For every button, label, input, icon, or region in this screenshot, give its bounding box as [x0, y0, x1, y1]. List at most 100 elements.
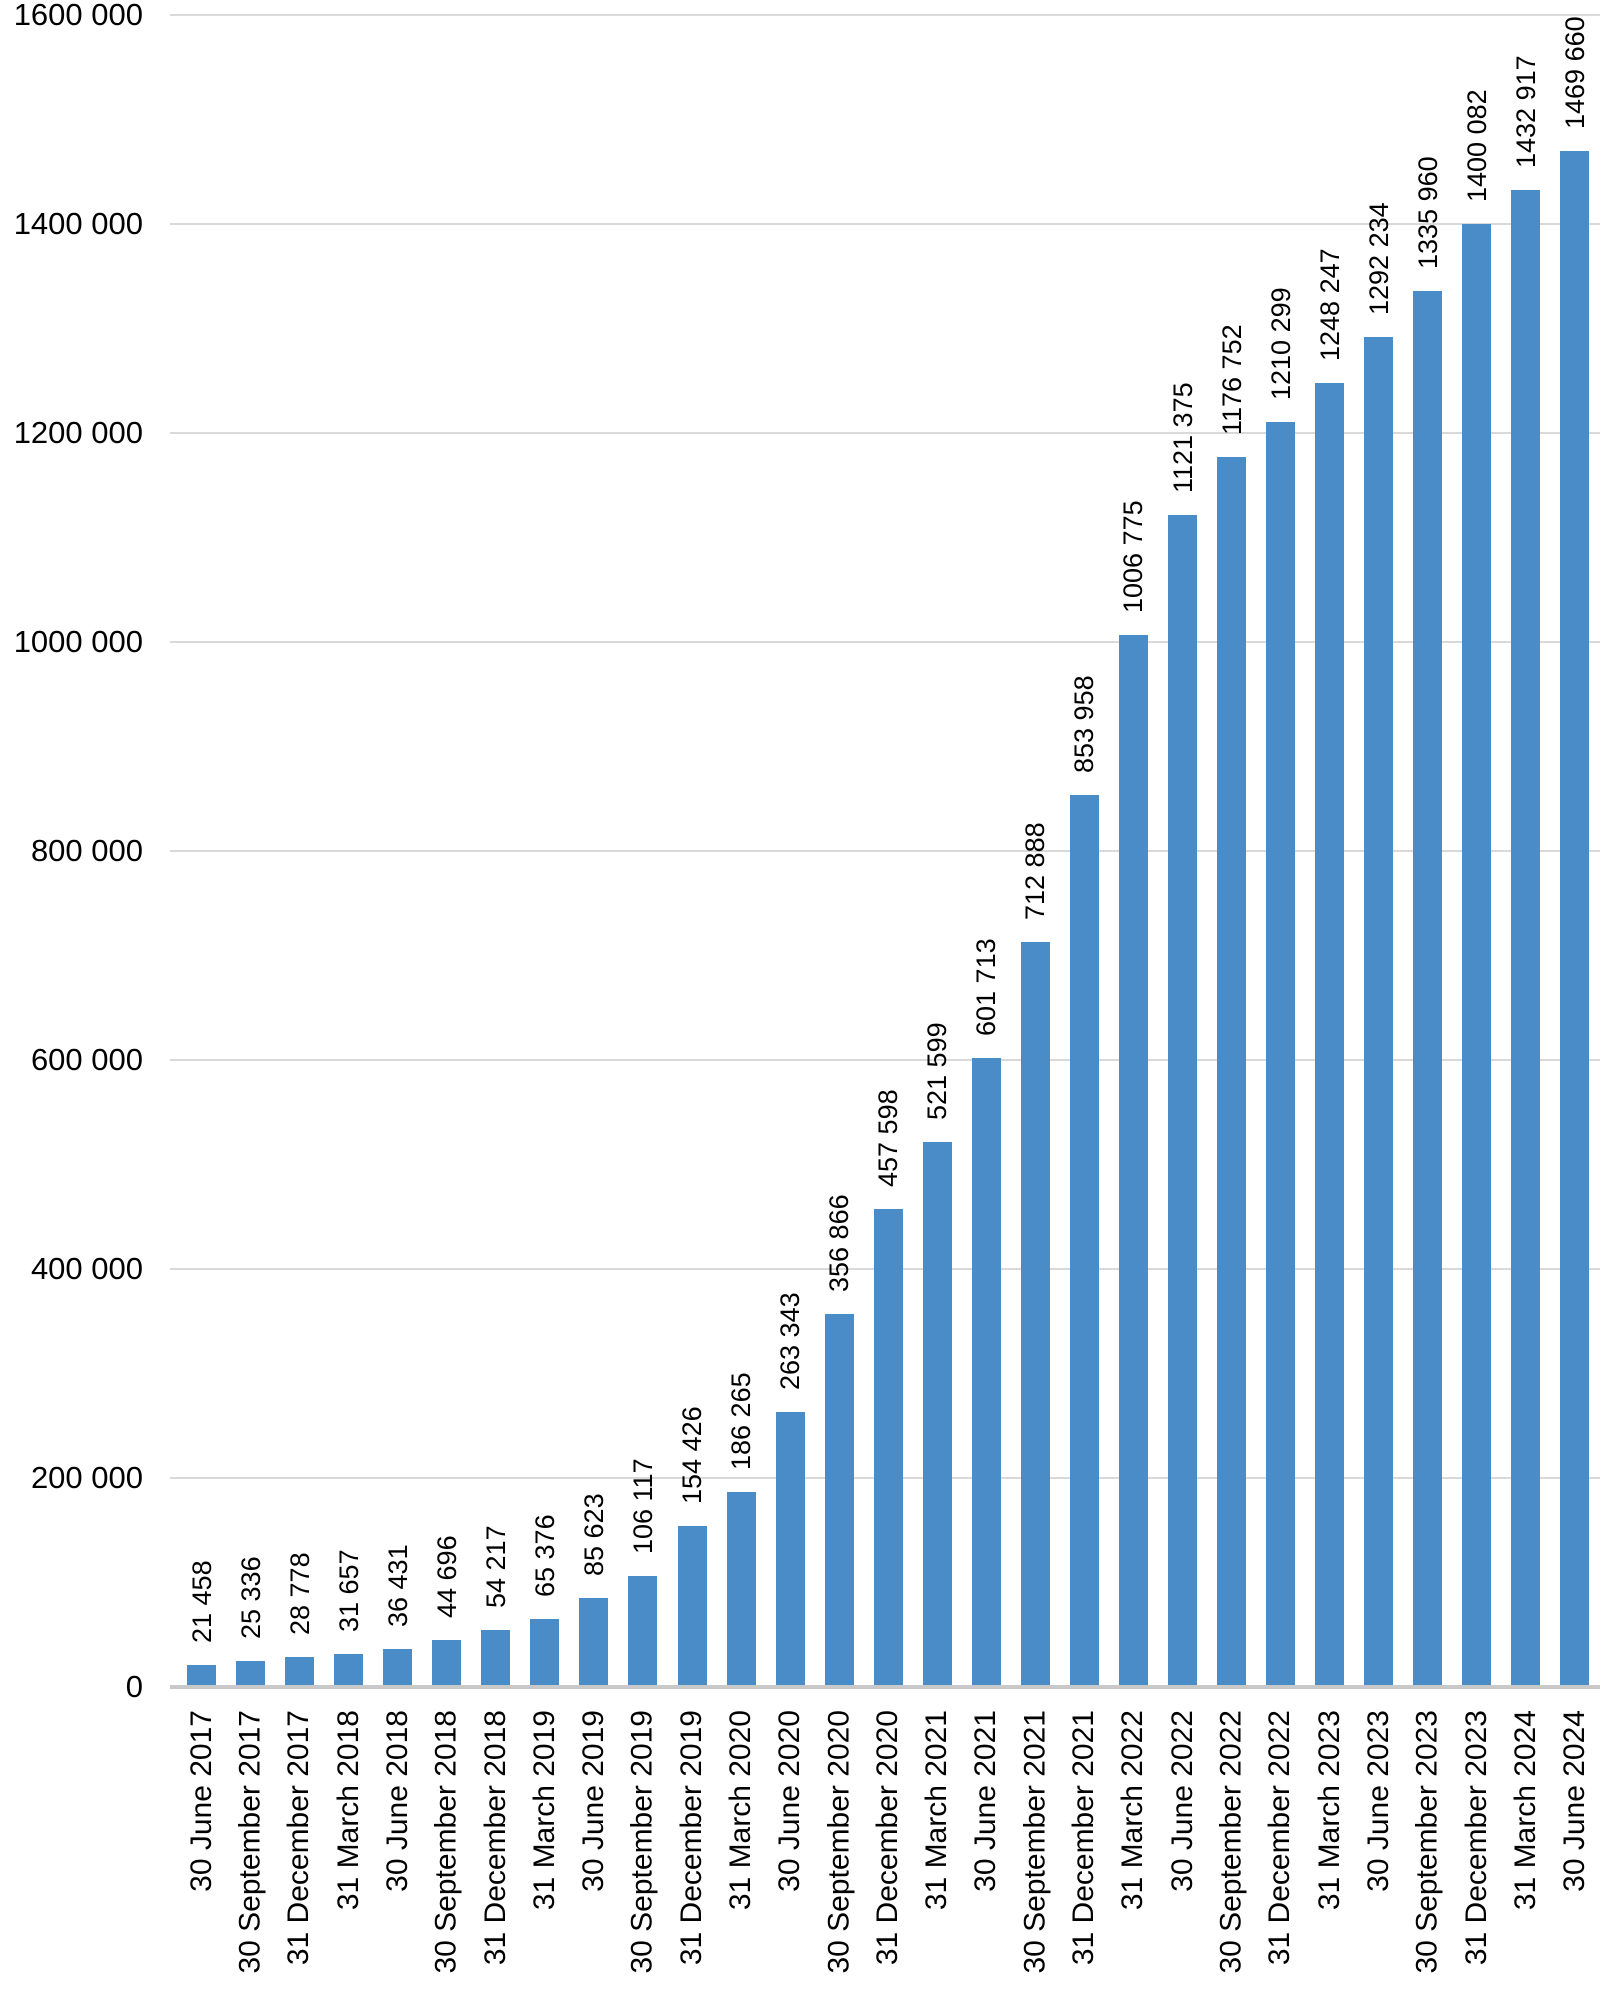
bar-value-label: 853 958: [1069, 675, 1100, 773]
x-axis-category-label: 31 March 2022: [1116, 1710, 1150, 1911]
x-axis-category-label: 30 June 2023: [1361, 1710, 1395, 1892]
y-axis-tick-label: 1000 000: [13, 624, 143, 659]
bar-value-label: 1248 247: [1314, 247, 1345, 361]
x-axis-category-label: 30 September 2021: [1018, 1710, 1052, 1974]
x-axis-category-label: 30 September 2023: [1410, 1710, 1444, 1974]
x-axis-category-label: 30 September 2020: [822, 1710, 856, 1974]
bar: [334, 1653, 364, 1687]
bar: [873, 1208, 903, 1687]
x-axis-category-label: 31 December 2022: [1263, 1710, 1297, 1966]
bar-value-label: 31 657: [333, 1549, 364, 1632]
x-axis-category-label: 30 September 2018: [429, 1710, 463, 1974]
bar-value-label: 356 866: [824, 1194, 855, 1293]
bar-value-label: 1432 917: [1510, 54, 1541, 168]
bar: [1217, 457, 1247, 1687]
bar: [1118, 634, 1148, 1687]
gridline: [170, 14, 1600, 16]
bar: [922, 1141, 952, 1687]
y-axis-tick-label: 1200 000: [13, 415, 143, 450]
bar-value-label: 457 598: [873, 1089, 904, 1187]
bar-value-label: 1335 960: [1412, 156, 1443, 269]
x-axis-category-label: 31 March 2023: [1312, 1710, 1346, 1911]
bar: [187, 1664, 216, 1687]
bar-value-label: 521 599: [922, 1022, 953, 1120]
bar: [579, 1597, 609, 1687]
x-axis-category-label: 30 September 2017: [233, 1710, 267, 1974]
x-axis-category-label: 30 June 2020: [773, 1710, 807, 1892]
x-axis-category-label: 31 December 2020: [871, 1710, 905, 1966]
bar: [530, 1618, 560, 1687]
bar-value-label: 1292 234: [1363, 201, 1394, 315]
x-axis-category-label: 31 March 2018: [331, 1710, 365, 1911]
bar-value-label: 65 376: [529, 1514, 560, 1597]
bar: [824, 1314, 854, 1687]
bar-value-label: 25 336: [235, 1555, 266, 1639]
bar-value-label: 712 888: [1020, 822, 1051, 921]
x-axis-category-label: 31 December 2019: [675, 1710, 708, 1966]
bar: [1315, 382, 1345, 1687]
bar: [1364, 336, 1394, 1687]
bar-value-label: 1006 775: [1118, 500, 1149, 613]
bar: [1069, 794, 1099, 1687]
bar: [1413, 290, 1443, 1687]
bar: [775, 1411, 805, 1687]
y-axis-tick-label: 0: [125, 1669, 143, 1704]
bar: [432, 1640, 462, 1687]
gridline: [170, 1059, 1600, 1061]
x-axis-category-label: 31 March 2024: [1508, 1710, 1542, 1911]
gridline: [170, 850, 1600, 852]
x-axis-category-label: 31 December 2017: [282, 1710, 316, 1966]
bar: [1168, 515, 1197, 1687]
gridline: [170, 641, 1600, 643]
x-axis-category-label: 30 June 2018: [380, 1710, 414, 1892]
bar: [1560, 151, 1590, 1687]
bar-value-label: 85 623: [578, 1492, 609, 1576]
x-axis-category-label: 31 December 2018: [478, 1710, 512, 1966]
x-axis-category-label: 31 December 2021: [1067, 1710, 1101, 1966]
x-axis-line: [170, 1685, 1600, 1689]
bar-value-label: 154 426: [677, 1406, 707, 1504]
bar: [1511, 189, 1541, 1687]
bar-value-label: 106 117: [627, 1458, 658, 1555]
bar-value-label: 601 713: [971, 938, 1002, 1037]
gridline: [170, 432, 1600, 434]
bar: [677, 1525, 707, 1687]
y-axis-tick-label: 1600 000: [13, 0, 143, 32]
bar: [383, 1648, 413, 1687]
x-axis-category-label: 31 March 2019: [527, 1710, 561, 1911]
bar: [236, 1660, 266, 1687]
x-axis-category-label: 31 March 2021: [920, 1710, 954, 1911]
gridline: [170, 223, 1600, 225]
bar-value-label: 21 458: [186, 1559, 217, 1643]
x-axis-category-label: 30 June 2019: [576, 1710, 610, 1892]
y-axis-tick-label: 600 000: [30, 1042, 143, 1077]
bar-value-label: 1210 299: [1265, 287, 1296, 401]
bar-value-label: 54 217: [480, 1525, 511, 1609]
x-axis-category-label: 31 March 2020: [724, 1710, 758, 1911]
x-axis-category-label: 30 September 2022: [1214, 1710, 1248, 1974]
x-axis-category-label: 30 September 2019: [625, 1710, 659, 1974]
x-axis-category-label: 31 December 2023: [1459, 1710, 1493, 1966]
y-axis-tick-label: 800 000: [30, 833, 143, 868]
bar-value-label: 263 343: [775, 1292, 806, 1390]
x-axis-category-label: 30 June 2024: [1557, 1710, 1591, 1892]
bar: [628, 1576, 658, 1687]
x-axis-category-label: 30 June 2021: [969, 1710, 1003, 1892]
bar-value-label: 1176 752: [1216, 324, 1247, 436]
y-axis-tick-label: 200 000: [30, 1460, 143, 1495]
bar: [971, 1058, 1001, 1687]
bar-value-label: 1469 660: [1559, 16, 1590, 130]
bar-value-label: 1400 082: [1461, 89, 1492, 202]
bar-value-label: 36 431: [382, 1544, 413, 1627]
bar: [726, 1492, 756, 1687]
bar-value-label: 44 696: [431, 1535, 462, 1619]
bar: [285, 1656, 315, 1687]
y-axis-tick-label: 400 000: [30, 1251, 143, 1286]
bar-value-label: 1121 375: [1167, 382, 1198, 494]
x-axis-category-label: 30 June 2017: [184, 1710, 218, 1892]
bar-value-label: 28 778: [284, 1552, 315, 1635]
bar: [1020, 942, 1050, 1687]
bar: [1462, 223, 1492, 1687]
bar: [481, 1630, 511, 1687]
